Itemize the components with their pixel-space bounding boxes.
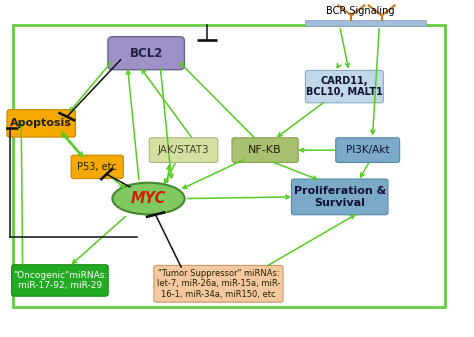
FancyBboxPatch shape <box>305 70 383 103</box>
FancyBboxPatch shape <box>149 138 218 162</box>
FancyBboxPatch shape <box>71 155 123 179</box>
Text: BCL2: BCL2 <box>129 47 163 60</box>
FancyBboxPatch shape <box>336 138 400 162</box>
FancyBboxPatch shape <box>108 37 184 70</box>
FancyBboxPatch shape <box>154 266 283 302</box>
Text: MYC: MYC <box>131 191 166 206</box>
Text: Apoptosis: Apoptosis <box>10 118 72 128</box>
Text: CARD11,
BCL10, MALT1: CARD11, BCL10, MALT1 <box>306 76 383 97</box>
FancyBboxPatch shape <box>305 21 426 26</box>
FancyBboxPatch shape <box>12 265 108 296</box>
Text: JAK/STAT3: JAK/STAT3 <box>158 145 210 155</box>
FancyBboxPatch shape <box>232 138 298 162</box>
Text: PI3K/Akt: PI3K/Akt <box>346 145 390 155</box>
Text: "Oncogenic"miRNAs:
miR-17-92, miR-29: "Oncogenic"miRNAs: miR-17-92, miR-29 <box>13 271 107 290</box>
Text: Proliferation &
Survival: Proliferation & Survival <box>293 186 386 208</box>
Ellipse shape <box>112 183 185 214</box>
Text: NF-KB: NF-KB <box>248 145 282 155</box>
Text: P53, etc: P53, etc <box>77 162 117 172</box>
FancyBboxPatch shape <box>7 110 75 137</box>
FancyBboxPatch shape <box>292 179 388 215</box>
Text: BCR Signaling: BCR Signaling <box>327 6 395 17</box>
Text: "Tumor Suppressor" miRNAs:
let-7, miR-26a, miR-15a, miR-
16-1, miR-34a, miR150, : "Tumor Suppressor" miRNAs: let-7, miR-26… <box>157 269 280 299</box>
